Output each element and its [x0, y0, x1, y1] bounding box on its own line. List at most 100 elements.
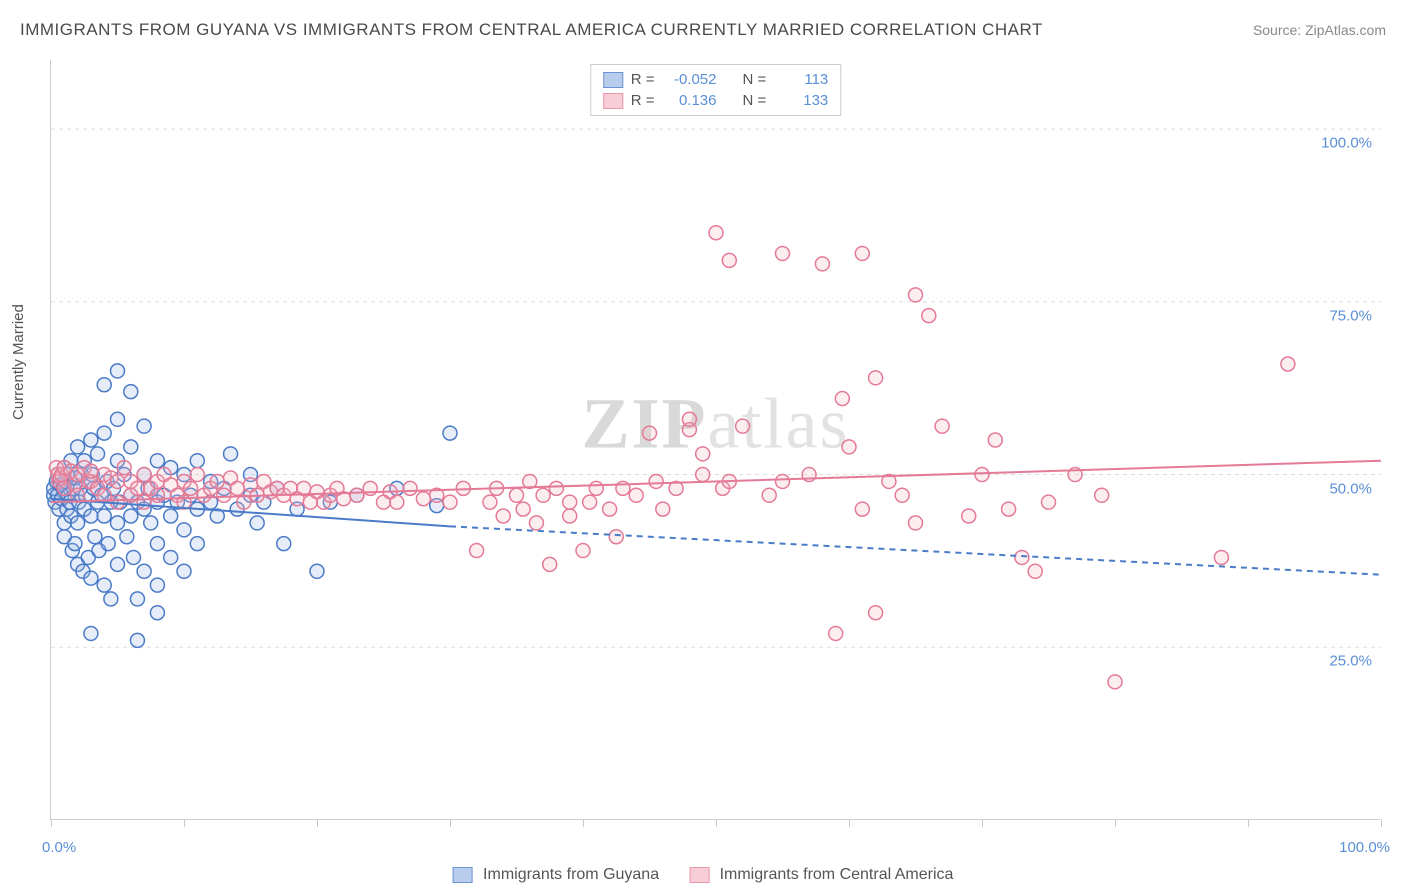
plot-svg	[51, 60, 1380, 819]
data-point	[842, 440, 856, 454]
data-point	[543, 557, 557, 571]
data-point	[709, 226, 723, 240]
data-point	[68, 537, 82, 551]
data-point	[164, 509, 178, 523]
data-point	[536, 488, 550, 502]
x-tick	[583, 819, 584, 827]
data-point	[988, 433, 1002, 447]
data-point	[71, 440, 85, 454]
data-point	[1095, 488, 1109, 502]
data-point	[130, 592, 144, 606]
data-point	[210, 474, 224, 488]
data-point	[111, 516, 125, 530]
data-point	[922, 309, 936, 323]
data-point	[310, 564, 324, 578]
data-point	[150, 606, 164, 620]
data-point	[97, 426, 111, 440]
y-tick-label: 75.0%	[1329, 307, 1372, 324]
chart-title: IMMIGRANTS FROM GUYANA VS IMMIGRANTS FRO…	[20, 20, 1043, 40]
data-point	[150, 454, 164, 468]
data-point	[150, 488, 164, 502]
data-point	[470, 544, 484, 558]
data-point	[510, 488, 524, 502]
chart-plot-area: ZIPatlas R = -0.052 N = 113 R = 0.136 N …	[50, 60, 1380, 820]
data-point	[1002, 502, 1016, 516]
x-axis-min-label: 0.0%	[42, 839, 76, 856]
data-point	[126, 550, 140, 564]
data-point	[84, 571, 98, 585]
legend-swatch-guyana	[453, 867, 473, 883]
data-point	[117, 461, 131, 475]
data-point	[815, 257, 829, 271]
data-point	[416, 492, 430, 506]
data-point	[736, 419, 750, 433]
data-point	[696, 447, 710, 461]
data-point	[682, 412, 696, 426]
data-point	[190, 537, 204, 551]
data-point	[909, 288, 923, 302]
data-point	[1015, 550, 1029, 564]
x-axis-max-label: 100.0%	[1339, 839, 1390, 856]
data-point	[643, 426, 657, 440]
data-point	[230, 481, 244, 495]
x-tick	[1381, 819, 1382, 827]
data-point	[111, 364, 125, 378]
data-point	[483, 495, 497, 509]
data-point	[137, 468, 151, 482]
data-point	[150, 537, 164, 551]
x-tick	[982, 819, 983, 827]
data-point	[1214, 550, 1228, 564]
data-point	[177, 564, 191, 578]
data-point	[104, 592, 118, 606]
data-point	[589, 481, 603, 495]
data-point	[164, 550, 178, 564]
data-point	[130, 481, 144, 495]
data-point	[84, 433, 98, 447]
data-point	[1042, 495, 1056, 509]
data-point	[184, 481, 198, 495]
data-point	[250, 516, 264, 530]
data-point	[403, 481, 417, 495]
data-point	[137, 495, 151, 509]
x-tick	[317, 819, 318, 827]
data-point	[97, 578, 111, 592]
data-point	[656, 502, 670, 516]
data-point	[529, 516, 543, 530]
y-tick-label: 25.0%	[1329, 653, 1372, 670]
data-point	[649, 474, 663, 488]
data-point	[120, 530, 134, 544]
data-point	[1281, 357, 1295, 371]
data-point	[603, 502, 617, 516]
data-point	[909, 516, 923, 530]
data-point	[97, 509, 111, 523]
data-point	[390, 495, 404, 509]
x-tick	[51, 819, 52, 827]
data-point	[776, 246, 790, 260]
data-point	[88, 530, 102, 544]
data-point	[1108, 675, 1122, 689]
data-point	[111, 474, 125, 488]
data-point	[137, 564, 151, 578]
data-point	[516, 502, 530, 516]
data-point	[350, 488, 364, 502]
data-point	[137, 419, 151, 433]
source-attribution: Source: ZipAtlas.com	[1253, 22, 1386, 38]
data-point	[443, 426, 457, 440]
series-legend: Immigrants from Guyana Immigrants from C…	[453, 866, 954, 884]
x-tick	[716, 819, 717, 827]
data-point	[84, 626, 98, 640]
data-point	[869, 606, 883, 620]
x-tick	[450, 819, 451, 827]
data-point	[496, 509, 510, 523]
legend-item-guyana: Immigrants from Guyana	[453, 866, 660, 884]
data-point	[609, 530, 623, 544]
data-point	[97, 378, 111, 392]
data-point	[563, 495, 577, 509]
data-point	[935, 419, 949, 433]
data-point	[84, 509, 98, 523]
data-point	[549, 481, 563, 495]
x-tick	[1248, 819, 1249, 827]
data-point	[762, 488, 776, 502]
data-point	[190, 454, 204, 468]
data-point	[563, 509, 577, 523]
